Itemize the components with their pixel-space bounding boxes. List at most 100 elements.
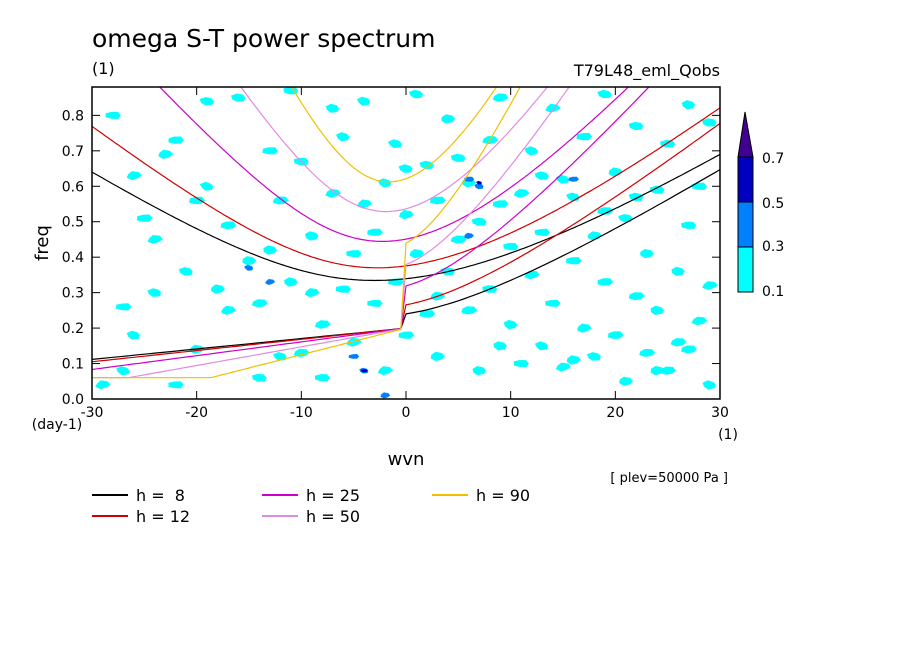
colorbar-label-0: 0.1	[762, 284, 784, 300]
power-patch-cyan	[649, 185, 665, 194]
power-patch-cyan	[650, 366, 665, 376]
power-patch-cyan	[398, 164, 413, 173]
power-patch-cyan	[555, 174, 569, 184]
power-patch-cyan	[566, 192, 580, 202]
power-patch-cyan	[628, 192, 644, 201]
dispersion-curve-h8-gravity	[92, 153, 720, 282]
power-patch-cyan	[681, 345, 697, 354]
power-patch-cyan	[398, 331, 415, 339]
power-patch-cyan	[681, 221, 697, 229]
colorbar-swatch-0.5-0.7	[737, 156, 754, 203]
power-patch-blue	[265, 279, 276, 285]
power-patch-cyan	[503, 242, 519, 251]
power-patch-cyan	[597, 278, 614, 286]
x-tick-label: 30	[711, 405, 729, 421]
y-tick-label: 0.2	[62, 321, 84, 337]
power-patch-cyan	[492, 93, 509, 102]
power-patch-cyan	[702, 281, 718, 290]
y-axis-ticks: 0.0 0.1 0.2 0.3 0.4 0.5 0.6 0.7 0.8	[62, 108, 720, 408]
power-patch-cyan	[628, 122, 644, 130]
power-patch-cyan	[356, 199, 373, 209]
power-patch-cyan	[524, 270, 540, 280]
power-patch-cyan	[650, 305, 665, 315]
x-tick-label: -30	[81, 405, 104, 421]
y-unit-label: (day-1)	[32, 417, 82, 433]
power-patch-cyan	[670, 338, 687, 347]
power-patch-cyan	[555, 362, 571, 372]
colorbar-label-3: 0.7	[762, 151, 784, 167]
power-patch-cyan	[639, 348, 656, 357]
power-patch-cyan	[619, 376, 634, 386]
power-patch-cyan	[576, 323, 592, 333]
dispersion-curve-h90-lower	[92, 87, 521, 379]
power-patch-cyan	[586, 352, 601, 361]
power-patch-cyan	[210, 284, 225, 294]
power-patch-cyan	[597, 207, 614, 215]
power-patch-cyan	[314, 320, 331, 329]
power-patch-cyan	[126, 330, 140, 340]
x-axis-ticks: -30 -20 -10 0 10 20 30	[81, 87, 729, 421]
power-patch-cyan	[545, 103, 561, 113]
power-patch-cyan	[534, 341, 548, 351]
power-patch-cyan	[618, 214, 633, 223]
power-patch-cyan	[691, 316, 708, 326]
power-patch-cyan	[251, 373, 267, 382]
power-patch-cyan	[136, 214, 153, 222]
power-patch-cyan	[640, 249, 654, 259]
power-patch-cyan	[492, 200, 509, 208]
power-patch-cyan	[116, 303, 132, 311]
x-unit-label: (1)	[718, 427, 738, 443]
power-patch-cyan	[126, 171, 142, 181]
power-patch-cyan	[608, 167, 623, 177]
colorbar-swatch-0.3-0.5	[737, 201, 754, 248]
x-tick-label: 0	[402, 405, 411, 421]
power-patch-cyan	[325, 103, 340, 113]
chart-title: omega S-T power spectrum	[92, 24, 436, 53]
power-patch-dark	[361, 369, 368, 373]
power-patch-cyan	[607, 331, 624, 339]
power-patch-cyan	[220, 221, 237, 230]
power-patch-cyan	[691, 182, 707, 190]
power-patch-cyan	[273, 352, 287, 361]
power-patch-cyan	[430, 351, 445, 362]
y-tick-label: 0.7	[62, 144, 84, 160]
legend-item-h25: h = 25	[262, 486, 360, 505]
power-patch-cyan	[534, 171, 549, 180]
power-patch-cyan	[399, 210, 414, 220]
legend-item-h50: h = 50	[262, 507, 360, 526]
power-patch-cyan	[534, 228, 551, 236]
legend-item-h12: h = 12	[92, 507, 190, 526]
power-patch-cyan	[566, 257, 582, 265]
power-patch-cyan	[231, 93, 246, 102]
power-patch-cyan	[95, 380, 111, 390]
power-patch-cyan	[367, 228, 383, 236]
colorbar-top-arrow	[737, 111, 754, 158]
legend-label-h90: h = 90	[476, 486, 530, 505]
power-patch-cyan	[262, 147, 279, 155]
dispersion-curve-h12-lower	[92, 122, 720, 363]
legend-label-h50: h = 50	[306, 507, 360, 526]
power-patch-cyan	[450, 235, 467, 244]
y-tick-label: 0.0	[62, 392, 84, 408]
power-patch-cyan	[304, 288, 320, 298]
power-patch-cyan	[199, 181, 214, 191]
power-patch-cyan	[566, 355, 581, 365]
x-tick-label: 20	[606, 405, 624, 421]
power-patch-cyan	[335, 285, 352, 293]
power-patch-cyan	[660, 366, 676, 375]
power-patch-cyan	[356, 96, 370, 106]
power-patch-cyan	[472, 366, 487, 376]
power-patch-cyan	[336, 132, 350, 142]
chart-subtitle-right: T79L48_eml_Qobs	[573, 61, 720, 81]
power-patch-cyan	[409, 89, 423, 99]
power-patch-cyan	[628, 292, 645, 301]
power-patch-cyan	[147, 235, 163, 244]
power-patch-cyan	[419, 310, 436, 318]
legend: h = 8 h = 12 h = 25 h = 50 h = 90	[92, 486, 530, 526]
dispersion-curve-h90-gravity	[290, 87, 498, 183]
y-tick-label: 0.1	[62, 357, 84, 373]
power-patch-cyan	[263, 245, 277, 255]
power-patch-cyan	[305, 231, 319, 241]
power-patch-cyan	[409, 249, 425, 259]
power-patch-cyan	[681, 100, 695, 110]
